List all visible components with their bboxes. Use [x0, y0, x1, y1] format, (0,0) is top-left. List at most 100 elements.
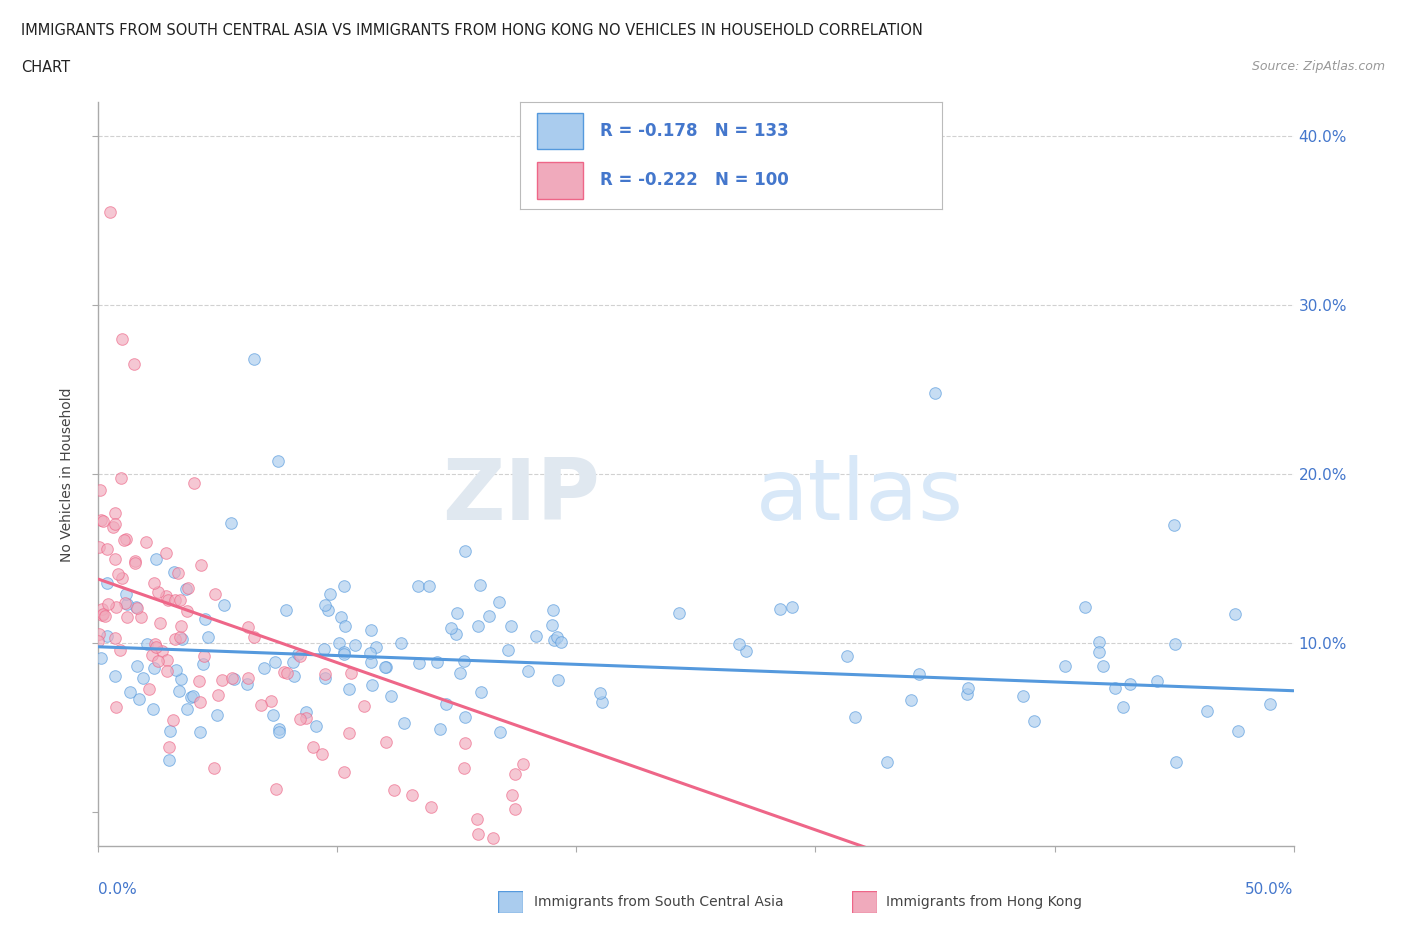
Point — [467, 618, 489, 633]
Point — [155, 546, 177, 561]
Point — [287, 646, 309, 661]
Point — [104, 551, 127, 566]
Point — [907, 667, 929, 682]
Point — [249, 698, 271, 713]
Bar — [537, 162, 583, 199]
Point — [202, 760, 225, 775]
Point — [344, 638, 367, 653]
Point — [159, 740, 181, 755]
Point — [588, 685, 610, 700]
Point — [114, 596, 136, 611]
Point — [314, 598, 336, 613]
Point — [221, 671, 243, 685]
Point — [190, 558, 212, 573]
Point — [253, 660, 276, 675]
Point — [374, 660, 396, 675]
Point — [124, 357, 146, 372]
Point — [501, 618, 523, 633]
Point — [169, 592, 191, 607]
Text: Immigrants from South Central Asia: Immigrants from South Central Asia — [534, 895, 785, 910]
Point — [546, 630, 568, 644]
Point — [1146, 674, 1168, 689]
Point — [135, 535, 157, 550]
Point — [193, 648, 215, 663]
Point — [1074, 599, 1097, 614]
Point — [138, 681, 160, 696]
Point — [1225, 607, 1247, 622]
Point — [207, 708, 229, 723]
Point — [96, 576, 118, 591]
Point — [668, 606, 690, 621]
Point — [180, 689, 202, 704]
Point — [125, 658, 148, 673]
Point — [454, 543, 477, 558]
Point — [108, 643, 131, 658]
Point — [360, 623, 382, 638]
Point — [333, 644, 356, 659]
Point — [956, 686, 979, 701]
Point — [295, 711, 318, 725]
Point — [156, 663, 179, 678]
Point — [128, 691, 150, 706]
Point — [91, 514, 114, 529]
Point — [335, 618, 357, 633]
Point — [115, 596, 138, 611]
Point — [408, 578, 430, 593]
Point — [478, 608, 501, 623]
Point — [1091, 658, 1114, 673]
Point — [735, 644, 758, 658]
Point — [267, 453, 290, 468]
Point — [311, 747, 333, 762]
Point — [769, 602, 792, 617]
Point — [496, 643, 519, 658]
Point — [835, 648, 858, 663]
Point — [143, 636, 166, 651]
Point — [129, 610, 152, 625]
Point — [540, 618, 562, 633]
Point — [1164, 754, 1187, 769]
Point — [305, 719, 328, 734]
Point — [238, 671, 260, 685]
Point — [142, 576, 165, 591]
Point — [1195, 704, 1218, 719]
Point — [87, 627, 110, 642]
Point — [333, 646, 356, 661]
Point — [1053, 658, 1076, 673]
Point — [115, 609, 138, 624]
Point — [124, 554, 146, 569]
Point — [517, 663, 540, 678]
Point — [440, 620, 463, 635]
Point — [512, 756, 534, 771]
Point — [366, 639, 388, 654]
Point — [150, 644, 173, 658]
Point — [1118, 676, 1140, 691]
Point — [145, 551, 167, 566]
Y-axis label: No Vehicles in Household: No Vehicles in Household — [60, 387, 75, 562]
Point — [104, 631, 127, 645]
Point — [314, 667, 336, 682]
Point — [318, 587, 340, 602]
Point — [470, 685, 492, 700]
Bar — [537, 113, 583, 150]
Point — [165, 663, 187, 678]
Point — [1104, 681, 1126, 696]
Point — [98, 205, 122, 219]
Point — [183, 688, 205, 703]
Text: atlas: atlas — [756, 455, 963, 538]
Point — [183, 476, 205, 491]
Point — [283, 669, 305, 684]
Point — [141, 647, 163, 662]
Point — [104, 517, 127, 532]
Point — [382, 783, 405, 798]
Point — [105, 700, 128, 715]
Point — [924, 386, 946, 401]
Text: 0.0%: 0.0% — [98, 882, 138, 897]
Point — [353, 699, 375, 714]
Point — [482, 830, 505, 845]
Point — [91, 607, 114, 622]
Point — [188, 694, 211, 709]
Point — [337, 726, 360, 741]
Point — [316, 603, 339, 618]
Point — [170, 632, 193, 647]
Point — [188, 724, 211, 739]
